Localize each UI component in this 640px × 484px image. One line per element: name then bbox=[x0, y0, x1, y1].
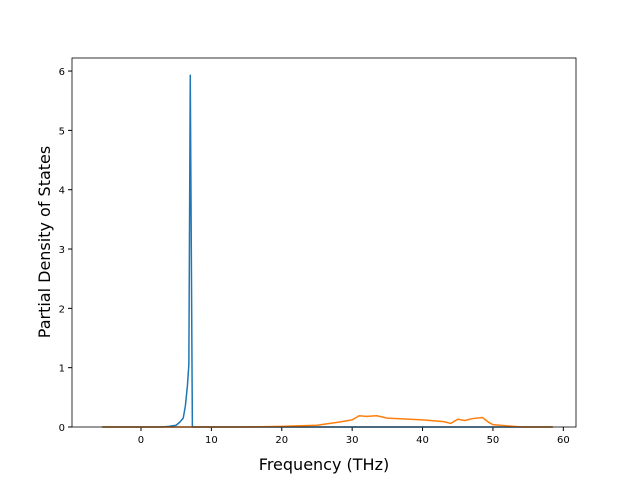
y-tick-label: 2 bbox=[59, 304, 65, 315]
y-tick-label: 6 bbox=[59, 67, 65, 78]
x-axis-label: Frequency (THz) bbox=[259, 455, 389, 474]
x-tick-label: 50 bbox=[487, 435, 500, 446]
y-tick-label: 3 bbox=[59, 245, 65, 256]
y-tick-label: 4 bbox=[59, 186, 65, 197]
x-tick-label: 0 bbox=[138, 435, 144, 446]
y-tick-label: 5 bbox=[59, 126, 65, 137]
x-tick-label: 30 bbox=[346, 435, 359, 446]
x-tick-label: 40 bbox=[416, 435, 429, 446]
series-line bbox=[102, 74, 553, 428]
y-tick-label: 1 bbox=[59, 364, 65, 375]
y-tick-label: 0 bbox=[59, 423, 65, 434]
x-tick-label: 10 bbox=[205, 435, 218, 446]
series-line bbox=[102, 414, 553, 428]
x-tick-label: 60 bbox=[557, 435, 570, 446]
y-axis-label: Partial Density of States bbox=[35, 146, 54, 338]
x-tick-label: 20 bbox=[275, 435, 288, 446]
plot-frame bbox=[71, 57, 577, 428]
